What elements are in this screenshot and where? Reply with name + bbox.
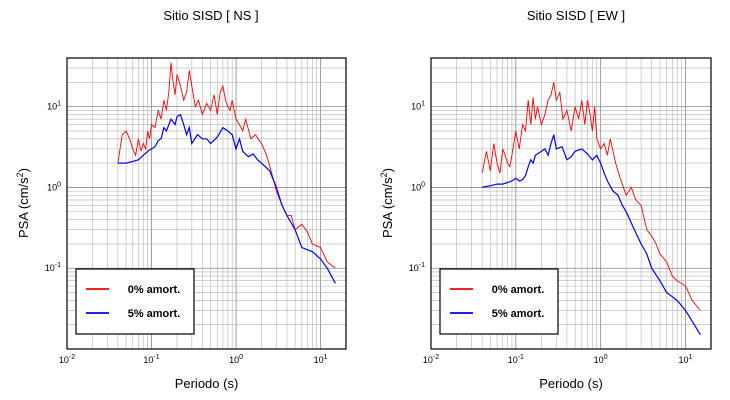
x-tick-label: 100 bbox=[229, 354, 243, 365]
x-tick-label: 100 bbox=[594, 354, 608, 365]
series-line-1 bbox=[481, 82, 701, 311]
series-line-2 bbox=[481, 134, 701, 336]
y-tick-label: 100 bbox=[411, 181, 425, 192]
legend: 0% amort. 5% amort. bbox=[439, 268, 559, 335]
legend-box bbox=[75, 268, 195, 335]
y-tick-label: 100 bbox=[47, 181, 61, 192]
x-axis-label: Periodo (s) bbox=[175, 376, 239, 391]
plot-frame bbox=[66, 57, 347, 350]
y-axis-label: PSA (cm/s2) bbox=[379, 168, 395, 238]
legend-label-2: 5% amort. bbox=[492, 308, 545, 320]
x-tick-label: 101 bbox=[679, 354, 693, 365]
y-tick-label: 10-1 bbox=[409, 262, 425, 273]
legend-label-1: 0% amort. bbox=[128, 284, 181, 296]
legend-box bbox=[439, 268, 559, 335]
series-line-2 bbox=[117, 113, 336, 284]
x-tick-label: 10-1 bbox=[143, 354, 159, 365]
legend-label-2: 5% amort. bbox=[128, 308, 181, 320]
plot-frame bbox=[430, 57, 712, 350]
legend-label-1: 0% amort. bbox=[492, 284, 545, 296]
chart-panel-1: Sitio SISD [ NS ] 10-2 10-1 100 101 10-1 100 10… bbox=[15, 8, 347, 391]
y-axis-label: PSA (cm/s2) bbox=[15, 168, 31, 238]
x-tick-label: 10-2 bbox=[423, 354, 439, 365]
chart-title: Sitio SISD [ NS ] bbox=[163, 8, 258, 23]
chart-panel-2: Sitio SISD [ EW ] 10-2 10-1 100 101 10-1 100 10… bbox=[379, 8, 712, 391]
y-tick-label: 10-1 bbox=[45, 262, 61, 273]
y-tick-label: 101 bbox=[47, 101, 61, 112]
x-axis-label: Periodo (s) bbox=[539, 376, 603, 391]
x-tick-label: 10-2 bbox=[59, 354, 75, 365]
x-tick-label: 10-1 bbox=[508, 354, 524, 365]
chart-title: Sitio SISD [ EW ] bbox=[527, 8, 625, 23]
x-tick-label: 101 bbox=[314, 354, 328, 365]
series-line-1 bbox=[117, 62, 336, 269]
y-tick-label: 101 bbox=[411, 101, 425, 112]
grid bbox=[66, 57, 347, 350]
legend: 0% amort. 5% amort. bbox=[75, 268, 195, 335]
